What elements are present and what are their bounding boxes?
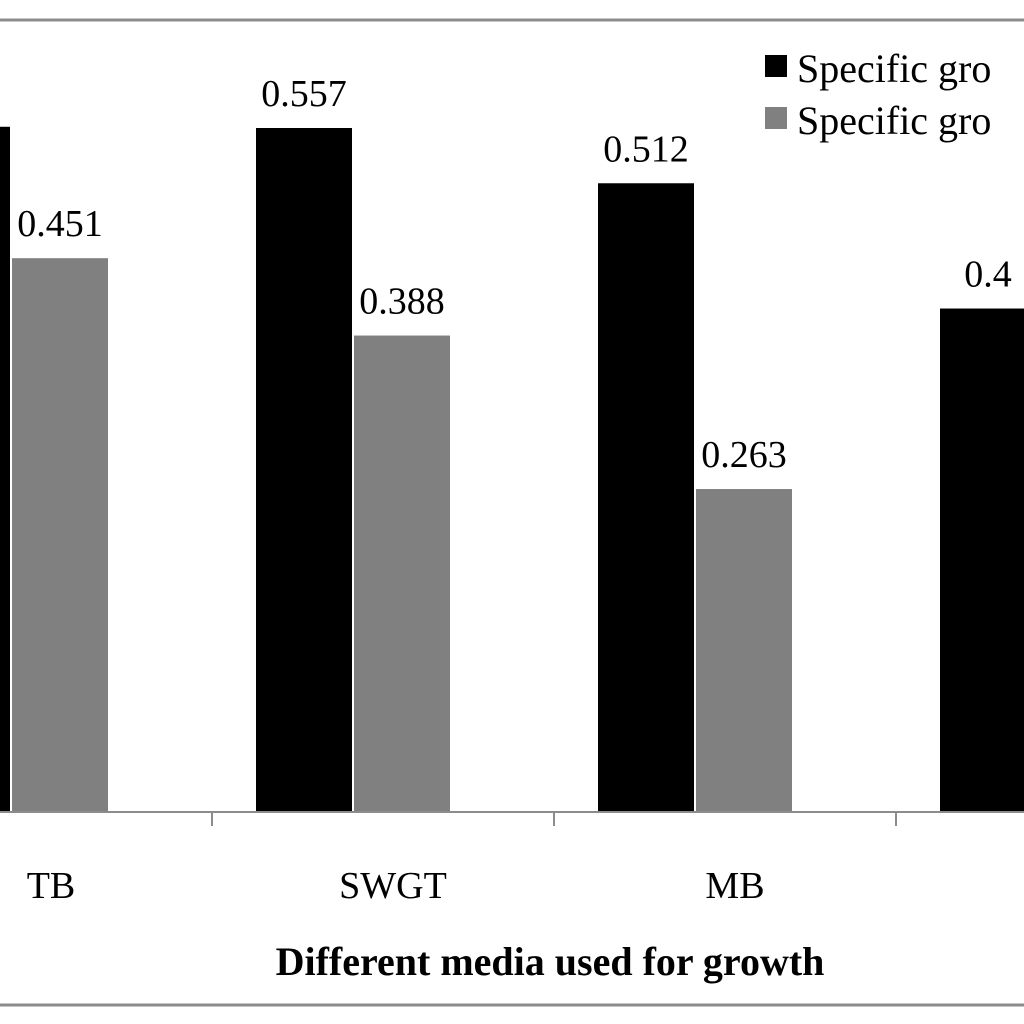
chart-frame <box>0 18 1024 1007</box>
x-tick-label-tb: TB <box>27 865 76 907</box>
bar-series-1-tb <box>0 126 10 812</box>
bar-series-2-swgt <box>354 335 450 812</box>
bar-series-2-mb <box>696 489 792 812</box>
bar-series-1-swgt <box>256 128 352 812</box>
legend-swatch-series-1 <box>765 55 787 77</box>
bar-series-1-category-4 <box>940 308 1024 812</box>
x-axis-tick-labels: TB SWGT MB <box>27 865 765 907</box>
bar-series-1-mb <box>598 183 694 812</box>
x-tick-label-swgt: SWGT <box>339 865 447 907</box>
bar-series-2-tb <box>12 258 108 812</box>
legend: Specific gro Specific gro <box>765 46 991 143</box>
data-label-series-1-2: 0.557 <box>261 73 347 115</box>
data-label-series-2-3: 0.263 <box>701 434 787 476</box>
x-axis-ticks <box>211 812 897 826</box>
x-tick-label-mb: MB <box>705 865 764 907</box>
data-label-series-2-2: 0.388 <box>359 281 445 323</box>
legend-label-series-1: Specific gro <box>797 46 991 91</box>
legend-swatch-series-2 <box>765 107 787 129</box>
data-label-series-1-4: 0.4 <box>964 254 1012 296</box>
legend-label-series-2: Specific gro <box>797 98 991 143</box>
data-label-series-2-1: 0.451 <box>17 203 103 245</box>
x-axis-title: Different media used for growth <box>276 939 825 984</box>
data-label-series-1-3: 0.512 <box>603 128 689 170</box>
